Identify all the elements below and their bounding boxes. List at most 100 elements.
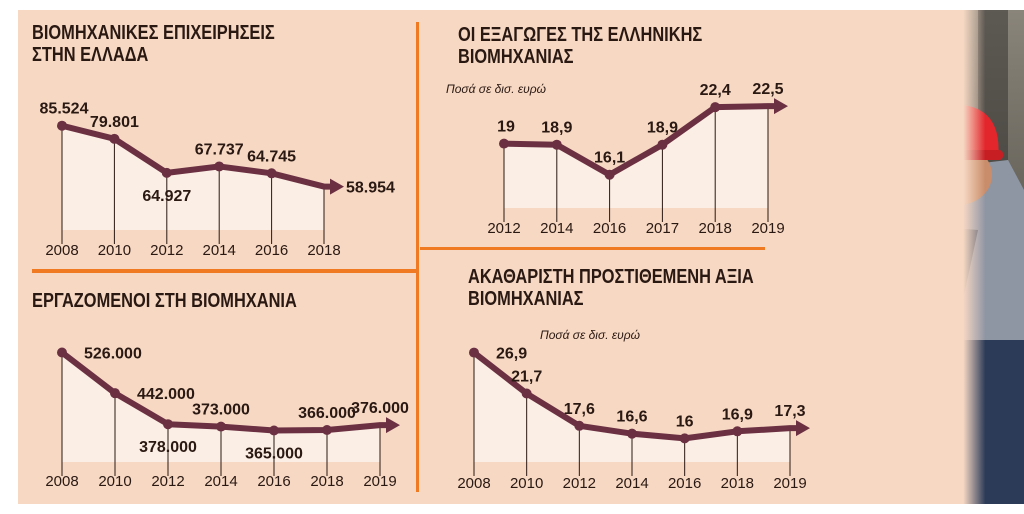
data-point <box>657 139 668 150</box>
data-label: 16,6 <box>616 409 647 426</box>
x-tick-label: 2014 <box>204 473 237 490</box>
x-tick-label: 2018 <box>721 475 754 492</box>
data-label: 442.000 <box>137 386 195 403</box>
data-point <box>216 421 226 432</box>
data-label: 22,5 <box>752 81 783 98</box>
data-label: 18,9 <box>647 120 678 137</box>
area-fill <box>474 352 790 462</box>
worker-photo <box>748 10 1024 504</box>
data-point <box>109 133 120 144</box>
data-label: 64.745 <box>247 148 296 165</box>
data-point <box>732 426 743 437</box>
data-label: 16 <box>676 413 694 430</box>
x-tick-label: 2008 <box>45 473 78 490</box>
x-tick-label: 2012 <box>150 242 183 259</box>
x-tick-label: 2010 <box>98 242 131 259</box>
x-tick-label: 2016 <box>257 473 290 490</box>
data-label: 365.000 <box>245 446 303 463</box>
x-tick-label: 2014 <box>615 475 648 492</box>
x-tick-label: 2008 <box>45 242 78 259</box>
data-label: 19 <box>497 119 515 136</box>
x-tick-label: 2008 <box>457 475 490 492</box>
infographic-board: ΒΙΟΜΗΧΑΝΙΚΕΣ ΕΠΙΧΕΙΡΗΣΕΙΣ ΣΤΗΝ ΕΛΛΑΔΑ 85… <box>18 10 1024 504</box>
data-point <box>57 120 67 131</box>
data-point <box>469 347 479 358</box>
data-point <box>269 425 279 436</box>
data-label: 58.954 <box>346 180 395 197</box>
data-label: 18,9 <box>541 120 572 137</box>
data-label: 85.524 <box>40 101 89 118</box>
data-label: 79.801 <box>90 114 139 131</box>
x-tick-label: 2014 <box>203 242 236 259</box>
chart-employees: 526.000 442.000 378.000 373.000 365.000 366.0… <box>45 345 409 490</box>
data-label: 67.737 <box>195 141 244 158</box>
x-tick-label: 2014 <box>540 220 573 237</box>
x-tick-label: 2019 <box>363 473 396 490</box>
data-label: 26,9 <box>496 346 527 363</box>
divider-horizontal-left <box>32 269 418 273</box>
data-point <box>627 428 637 439</box>
x-tick-label: 2017 <box>646 220 679 237</box>
area-fill <box>62 352 380 462</box>
data-label: 64.927 <box>142 188 191 205</box>
data-label: 17,6 <box>564 401 595 418</box>
x-tick-label: 2016 <box>593 220 626 237</box>
area-fill <box>62 125 324 230</box>
arrow-head <box>330 178 344 195</box>
chart-title: ΟΙ ΕΞΑΓΩΓΕΣ ΤΗΣ ΕΛΛΗΝΙΚΗΣ ΒΙΟΜΗΧΑΝΙΑΣ <box>458 24 703 68</box>
data-point <box>679 433 690 444</box>
data-label: 526.000 <box>84 345 142 362</box>
data-point <box>161 167 172 178</box>
data-label: 22,4 <box>700 82 731 99</box>
series-line <box>59 349 389 434</box>
data-point <box>57 347 67 358</box>
data-point <box>604 169 615 180</box>
arrow-head <box>796 420 810 437</box>
x-tick-label: 2012 <box>487 220 520 237</box>
chart-title: ΕΡΓΑΖΟΜΕΝΟΙ ΣΤΗ ΒΙΟΜΗΧΑΝΙΑ <box>32 290 297 312</box>
chart-exports: 19 18,9 16,1 18,9 22,4 22,5 2012 2014 2016 2017 20… <box>487 81 788 237</box>
data-point <box>499 138 509 149</box>
chart-panel-gross-value-added: ΑΚΑΘΑΡΙΣΤΗ ΠΡΟΣΤΙΘΕΜΕΝΗ ΑΞΙΑ ΒΙΟΜΗΧΑΝΙΑΣ… <box>418 250 818 504</box>
data-point <box>710 102 721 113</box>
arrow-head <box>774 98 788 115</box>
x-tick-label: 2012 <box>151 473 184 490</box>
data-point <box>266 168 277 179</box>
data-point <box>574 420 585 431</box>
chart-panel-industrial-businesses: ΒΙΟΜΗΧΑΝΙΚΕΣ ΕΠΙΧΕΙΡΗΣΕΙΣ ΣΤΗΝ ΕΛΛΑΔΑ 85… <box>18 10 418 268</box>
x-tick-label: 2016 <box>668 475 701 492</box>
series-line <box>471 349 799 442</box>
divider-horizontal-right <box>420 247 765 250</box>
x-tick-label: 2010 <box>98 473 131 490</box>
x-tick-label: 2019 <box>751 220 784 237</box>
data-label: 373.000 <box>192 402 250 419</box>
area-fill <box>504 106 768 208</box>
data-label: 376.000 <box>351 400 409 417</box>
data-label: 21,7 <box>511 369 542 386</box>
x-tick-label: 2019 <box>773 475 806 492</box>
chart-subtitle: Ποσά σε δισ. ευρώ <box>446 82 546 96</box>
chart-panel-employees: ΕΡΓΑΖΟΜΕΝΟΙ ΣΤΗ ΒΙΟΜΗΧΑΝΙΑ 526.000 442.00… <box>18 274 418 504</box>
divider-vertical <box>416 22 419 492</box>
data-point <box>214 161 225 172</box>
chart-subtitle: Ποσά σε δισ. ευρώ <box>540 328 640 342</box>
data-label: 17,3 <box>774 403 805 420</box>
x-tick-label: 2018 <box>699 220 732 237</box>
data-label: 16,1 <box>594 150 625 167</box>
data-point <box>521 388 532 399</box>
x-tick-label: 2010 <box>510 475 543 492</box>
data-point <box>110 388 120 399</box>
x-tick-label: 2018 <box>307 242 340 259</box>
data-point <box>322 425 332 436</box>
data-point <box>551 139 562 150</box>
data-label: 16,9 <box>722 406 753 423</box>
chart-gross-value-added: 26,9 21,7 17,6 16,6 16 16,9 17,3 2008 2010 2012 20… <box>457 346 810 492</box>
chart-title: ΒΙΟΜΗΧΑΝΙΚΕΣ ΕΠΙΧΕΙΡΗΣΕΙΣ ΣΤΗΝ ΕΛΛΑΔΑ <box>32 22 275 66</box>
data-point <box>163 419 173 430</box>
x-tick-label: 2012 <box>563 475 596 492</box>
arrow-head <box>386 417 400 434</box>
chart-title: ΑΚΑΘΑΡΙΣΤΗ ΠΡΟΣΤΙΘΕΜΕΝΗ ΑΞΙΑ ΒΙΟΜΗΧΑΝΙΑΣ <box>468 266 754 310</box>
data-label: 366.000 <box>298 405 356 422</box>
data-label: 378.000 <box>139 439 197 456</box>
